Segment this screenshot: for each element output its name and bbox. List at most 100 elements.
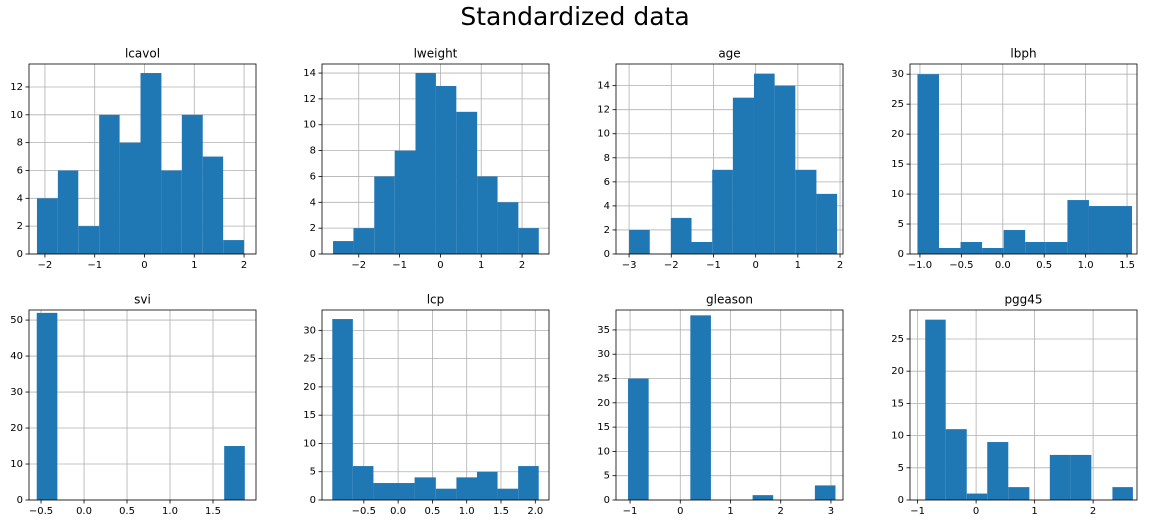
- bar: [497, 202, 519, 254]
- y-tick-label: 8: [17, 138, 23, 149]
- bar: [814, 485, 836, 500]
- y-tick-label: 25: [891, 334, 904, 345]
- x-tick-label: −1: [87, 260, 102, 271]
- y-tick-label: 2: [310, 223, 316, 234]
- bar: [435, 85, 457, 255]
- subplot-title: svi: [134, 293, 151, 307]
- bar: [223, 240, 245, 254]
- bar: [181, 114, 203, 254]
- bars: [36, 312, 245, 500]
- y-tick-label: 4: [17, 193, 23, 204]
- y-tick-label: 2: [17, 221, 23, 232]
- x-tick-label: −0.5: [29, 506, 53, 517]
- x-tick-label: 1.5: [1119, 260, 1135, 271]
- x-tick-label: 0: [437, 260, 443, 271]
- y-tick-label: 15: [891, 398, 904, 409]
- bar: [394, 150, 416, 254]
- y-tick-label: 10: [303, 120, 316, 131]
- bar: [1045, 242, 1068, 254]
- bar: [1110, 206, 1133, 254]
- axes-frame: [909, 309, 1138, 501]
- x-tick-label: −0.5: [352, 506, 376, 517]
- y-tick-label: 4: [310, 197, 316, 208]
- bar: [333, 241, 354, 254]
- y-tick-label: 0: [310, 495, 316, 506]
- y-tick-label: 30: [10, 387, 23, 398]
- y-tick-label: 5: [310, 467, 316, 478]
- axes-frame: [615, 63, 844, 255]
- bars: [628, 315, 836, 500]
- axes-frame: [909, 63, 1138, 255]
- subplot-title: lweight: [414, 47, 458, 61]
- bar: [476, 471, 498, 500]
- x-tick-label: 0.0: [995, 260, 1011, 271]
- bar: [917, 74, 939, 255]
- x-tick-label: 0.5: [1036, 260, 1052, 271]
- y-tick-label: 5: [898, 463, 904, 474]
- x-tick-label: −2: [38, 260, 53, 271]
- x-tick-label: −1: [910, 506, 925, 517]
- y-tick-label: 6: [17, 165, 23, 176]
- y-tick-label: 0: [17, 249, 23, 260]
- bar: [161, 170, 182, 254]
- axes-frame: [28, 309, 257, 501]
- subplot-title: gleason: [706, 293, 753, 307]
- y-tick-label: 25: [597, 374, 610, 385]
- bar: [414, 477, 436, 500]
- x-tick-label: −2: [664, 260, 679, 271]
- x-tick-label: 0.5: [119, 506, 135, 517]
- y-tick-label: 4: [604, 201, 610, 212]
- x-tick-label: −1: [706, 260, 721, 271]
- bar: [690, 315, 711, 500]
- x-tick-label: 0.0: [76, 506, 92, 517]
- x-tick-label: 0.0: [390, 506, 406, 517]
- y-tick-label: 30: [891, 69, 904, 80]
- bar: [415, 73, 436, 254]
- bar: [925, 319, 946, 500]
- bar: [712, 169, 733, 254]
- bar: [1003, 230, 1026, 254]
- x-tick-label: 1: [191, 260, 197, 271]
- bar: [938, 248, 961, 254]
- bar: [1112, 487, 1133, 500]
- bar: [966, 493, 988, 500]
- y-tick-label: 40: [10, 351, 23, 362]
- y-tick-label: 20: [597, 398, 610, 409]
- x-tick-label: 1: [478, 260, 484, 271]
- bar: [752, 495, 774, 500]
- x-tick-label: 1: [795, 260, 801, 271]
- y-tick-label: 0: [17, 495, 23, 506]
- bar: [99, 114, 120, 254]
- y-tick-label: 15: [303, 410, 316, 421]
- x-tick-label: 2.0: [527, 506, 543, 517]
- x-tick-label: 1.0: [162, 506, 178, 517]
- axes-frame: [321, 309, 550, 501]
- bar: [353, 228, 375, 254]
- y-tick-label: 20: [891, 366, 904, 377]
- bar: [518, 466, 539, 500]
- bars: [925, 319, 1133, 500]
- y-tick-label: 10: [10, 459, 23, 470]
- x-tick-label: 1.5: [205, 506, 221, 517]
- bar: [78, 226, 100, 254]
- y-tick-label: 10: [597, 446, 610, 457]
- x-tick-label: 0: [973, 506, 979, 517]
- y-tick-label: 8: [310, 146, 316, 157]
- y-tick-label: 5: [898, 219, 904, 230]
- bars: [917, 74, 1133, 255]
- subplot-title: pgg45: [1004, 293, 1042, 307]
- bar: [497, 488, 519, 500]
- subplot-title: lbph: [1010, 47, 1036, 61]
- bar: [945, 429, 967, 500]
- subplot-title: age: [718, 47, 740, 61]
- bars: [36, 73, 245, 254]
- y-tick-label: 25: [891, 99, 904, 110]
- bar: [332, 319, 353, 500]
- y-tick-label: 10: [891, 431, 904, 442]
- x-tick-label: 0: [752, 260, 758, 271]
- x-tick-label: 1: [727, 506, 733, 517]
